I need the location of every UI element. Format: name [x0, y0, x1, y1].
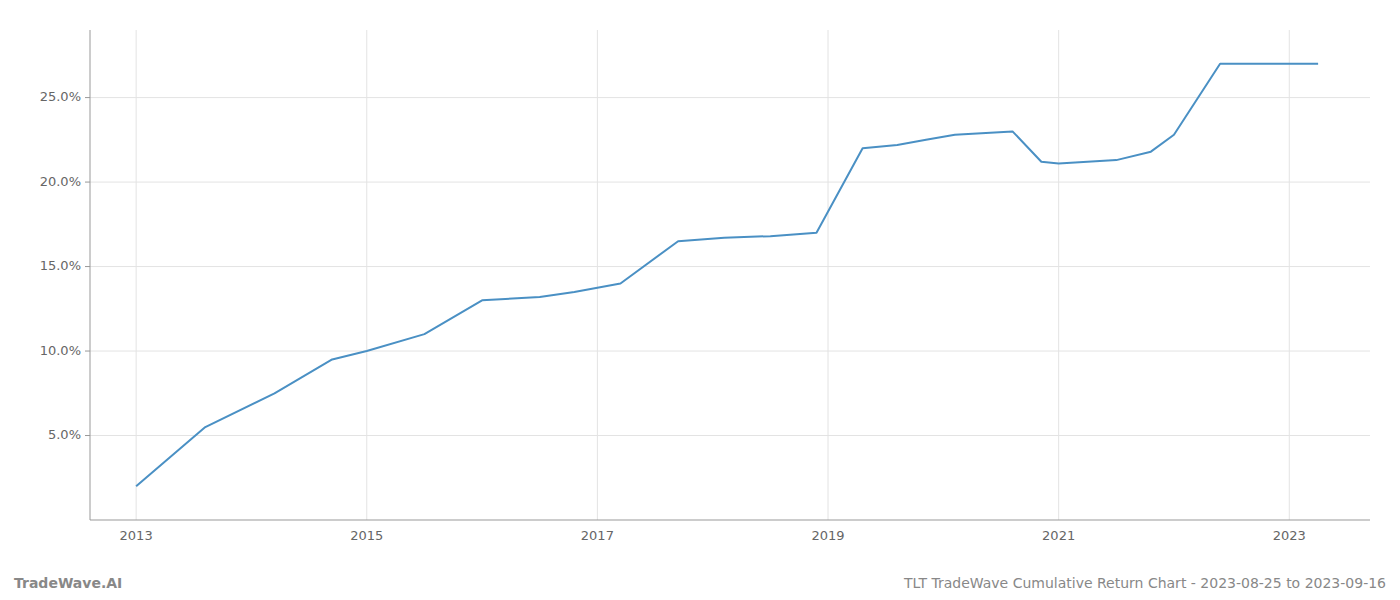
y-grid-line [90, 266, 1370, 267]
y-tick [85, 97, 90, 98]
grid [90, 30, 1370, 520]
y-tick-label: 25.0% [40, 89, 81, 104]
y-tick-label: 10.0% [40, 343, 81, 358]
x-tick-label: 2019 [811, 528, 844, 543]
x-grid-line [828, 30, 829, 520]
y-tick [85, 182, 90, 183]
y-tick-label: 15.0% [40, 258, 81, 273]
y-tick [85, 266, 90, 267]
axes: 5.0% 10.0% 15.0% 20.0% 25.0% 2013 2015 2017 2019… [40, 30, 1370, 543]
y-axis-line [90, 30, 91, 520]
x-grid-line [136, 30, 137, 520]
x-tick-label: 2017 [581, 528, 614, 543]
x-tick-label: 2023 [1273, 528, 1306, 543]
y-grid-line [90, 351, 1370, 352]
x-grid-line [366, 30, 367, 520]
y-grid-line [90, 97, 1370, 98]
footer-left: TradeWave.AI [14, 575, 122, 591]
series-line [136, 64, 1318, 486]
y-grid-line [90, 182, 1370, 183]
x-tick-label: 2013 [120, 528, 153, 543]
x-grid-line [1289, 30, 1290, 520]
x-grid-line [597, 30, 598, 520]
x-tick-label: 2021 [1042, 528, 1075, 543]
x-axis-line [90, 520, 1370, 521]
x-grid-line [1058, 30, 1059, 520]
y-tick-label: 5.0% [48, 427, 81, 442]
y-grid-line [90, 435, 1370, 436]
y-tick [85, 351, 90, 352]
chart: 5.0% 10.0% 15.0% 20.0% 25.0% 2013 2015 2017 2019… [0, 0, 1400, 600]
y-tick-label: 20.0% [40, 174, 81, 189]
plot-area [136, 64, 1318, 486]
footer-right: TLT TradeWave Cumulative Return Chart - … [903, 575, 1386, 591]
y-tick [85, 435, 90, 436]
x-tick-label: 2015 [350, 528, 383, 543]
